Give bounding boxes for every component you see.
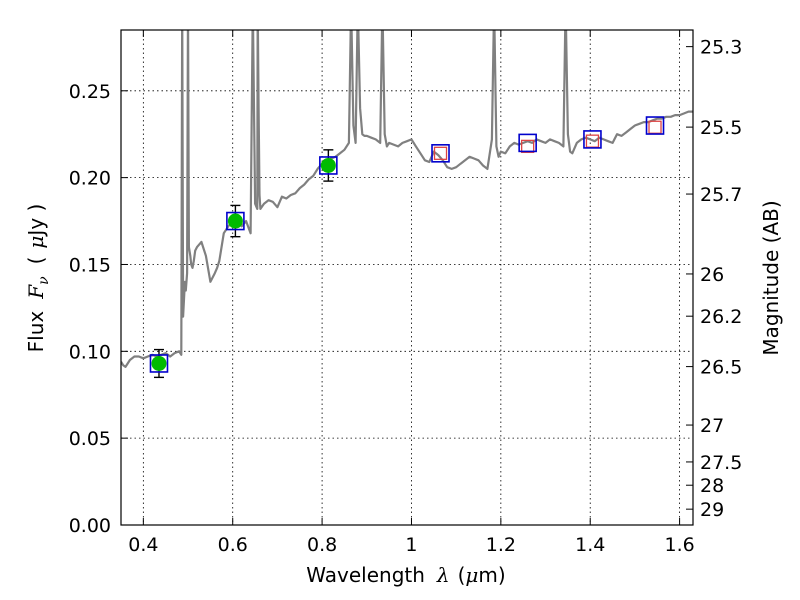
x-tick-label: 1.6 <box>664 534 694 556</box>
observed-photometry-point <box>518 133 537 153</box>
y-tick-label: 0.10 <box>69 341 111 363</box>
y-axis-title: Flux Fν ( μJy ) <box>24 204 52 353</box>
model-photometry-point <box>227 213 243 229</box>
grid <box>121 30 693 526</box>
x-tick-label: 0.6 <box>218 534 248 556</box>
x-tick-label: 0.8 <box>307 534 337 556</box>
x-axis-title-symbol: λ <box>436 563 450 587</box>
y-tick-label: 0.00 <box>69 515 111 537</box>
synthetic-photometry-point <box>521 139 535 154</box>
photometry-points <box>149 116 665 379</box>
x-axis-title-unit-mu: μ <box>465 563 478 587</box>
magnitude-tick-label: 25.5 <box>700 117 742 139</box>
synthetic-photometry-point <box>433 146 448 160</box>
y-axis-title-unit-open: ( <box>24 257 48 265</box>
x-axis-title: Wavelength λ (μm) <box>306 563 505 587</box>
y-tick-label: 0.25 <box>69 81 111 103</box>
y-tick-label: 0.15 <box>69 254 111 276</box>
x-axis-title-unit-open: ( <box>458 563 466 587</box>
y-tick-label: 0.20 <box>69 168 111 190</box>
magnitude-tick-label: 26.2 <box>700 306 742 328</box>
model-spectrum <box>121 30 693 368</box>
x-tick-label: 1.4 <box>575 534 605 556</box>
x-tick-label: 1 <box>405 534 417 556</box>
observed-photometry-point <box>319 156 338 175</box>
synthetic-photometry-point <box>648 120 662 134</box>
magnitude-tick-label: 27 <box>700 415 724 437</box>
plot-frame <box>120 29 694 526</box>
model-photometry-point <box>320 157 336 173</box>
model-photometry-point <box>151 355 167 371</box>
y-axis-title-unit-mu: μ <box>24 236 48 249</box>
x-tick-label: 1.2 <box>486 534 516 556</box>
magnitude-tick-label: 28 <box>700 475 724 497</box>
model-spectrum-line <box>121 30 693 368</box>
y-axis-title-prefix: Flux <box>24 311 48 353</box>
y-axis-title-symbol: F <box>24 284 48 300</box>
magnitude-tick-label: 25.3 <box>700 37 742 59</box>
magnitude-tick-label: 27.5 <box>700 452 742 474</box>
magnitude-tick-label: 26.5 <box>700 357 742 379</box>
magnitude-tick-label: 25.7 <box>700 184 742 206</box>
x-tick-label: 0.4 <box>128 534 158 556</box>
observed-photometry-point <box>583 130 602 149</box>
observed-photometry-point <box>431 144 450 163</box>
magnitude-tick-label: 26 <box>700 264 724 286</box>
magnitude-axis-title: Magnitude (AB) <box>759 200 783 355</box>
observed-photometry-point <box>645 116 665 135</box>
x-axis-title-unit-rest: m) <box>478 563 505 587</box>
y-axis-title-unit-rest: Jy ) <box>24 204 48 238</box>
observed-photometry-point <box>149 354 169 373</box>
magnitude-tick-label: 29 <box>700 499 724 521</box>
x-axis-title-prefix: Wavelength <box>306 563 425 587</box>
y-axis: 0.00 0.05 0.10 0.15 0.20 0.25 <box>69 81 128 537</box>
y-axis-title-subscript: ν <box>36 276 52 285</box>
x-axis: 0.4 0.6 0.8 1 1.2 1.4 1.6 <box>128 30 695 556</box>
y-tick-label: 0.05 <box>69 428 111 450</box>
observed-photometry-point <box>226 211 245 231</box>
